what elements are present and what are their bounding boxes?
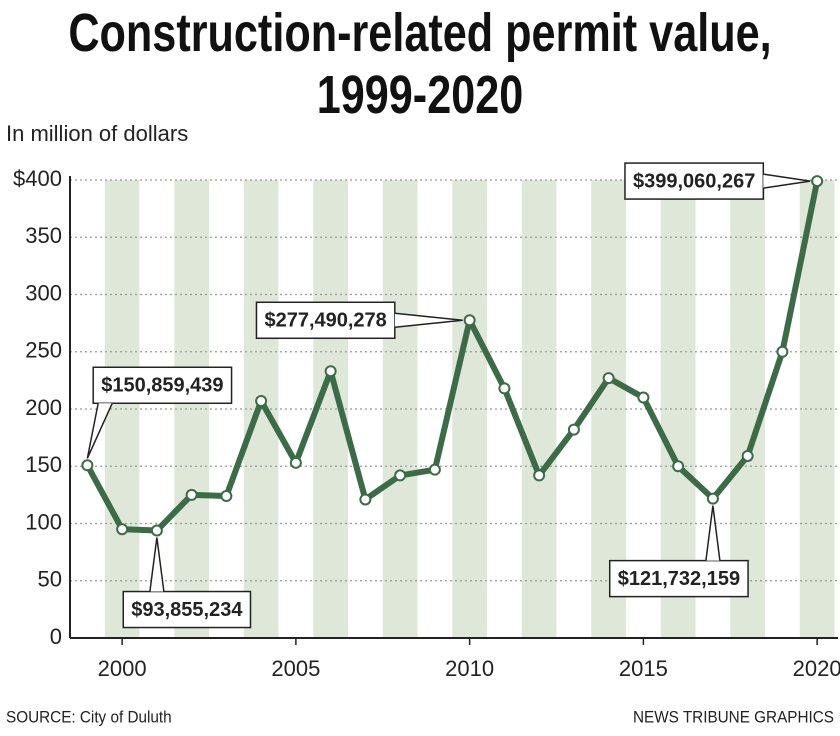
point	[811, 175, 824, 188]
point	[255, 394, 268, 407]
data-label: $277,490,278	[264, 310, 386, 332]
point	[185, 488, 198, 501]
data-label: $93,855,234	[131, 599, 243, 621]
y-tick-label: 300	[25, 280, 62, 305]
callout-box	[255, 301, 396, 340]
y-tick-label: 200	[25, 395, 62, 420]
point	[463, 314, 476, 327]
point	[81, 459, 94, 472]
callout-pointer	[149, 537, 165, 592]
point	[533, 469, 546, 482]
y-tick-label: 350	[25, 223, 62, 248]
callout-box	[624, 162, 765, 200]
callout-pointer	[394, 312, 463, 329]
point	[150, 524, 163, 537]
callout-box	[608, 559, 749, 598]
subtitle: In million of dollars	[6, 121, 188, 146]
series-line	[84, 180, 821, 534]
data-label: $399,060,267	[633, 170, 755, 192]
data-label: $121,732,159	[618, 568, 740, 590]
point	[741, 449, 754, 462]
callout-pointer	[705, 505, 721, 561]
credit: NEWS TRIBUNE GRAPHICS	[633, 708, 834, 727]
callout-pointer	[763, 173, 811, 189]
x-tick-label: 2005	[271, 656, 320, 681]
y-tick-label: 0	[50, 624, 62, 649]
callout: $121,732,159	[608, 505, 749, 598]
source: SOURCE: City of Duluth	[6, 708, 172, 727]
chart-title: Construction-related permit value, 1999-…	[68, 3, 772, 125]
point	[776, 345, 789, 358]
point	[220, 490, 233, 503]
point	[672, 460, 685, 473]
x-tick-label: 2000	[98, 656, 147, 681]
point	[567, 423, 580, 436]
callout: $277,490,278	[255, 301, 463, 340]
callout: $93,855,234	[122, 537, 252, 629]
point	[324, 365, 337, 378]
y-tick-label: 50	[38, 567, 62, 592]
y-tick-label: 100	[25, 509, 62, 534]
point	[706, 492, 719, 505]
y-tick-label: 250	[25, 338, 62, 363]
point	[359, 493, 372, 506]
callout-box	[92, 366, 233, 405]
data-label: $150,859,439	[101, 375, 223, 397]
point	[498, 382, 511, 395]
point	[116, 523, 129, 536]
callout: $399,060,267	[624, 162, 811, 200]
point	[289, 456, 302, 469]
point	[637, 391, 650, 404]
point	[394, 469, 407, 482]
x-tick-label: 2020	[793, 656, 840, 681]
x-tick-label: 2015	[619, 656, 668, 681]
point	[602, 372, 615, 385]
point	[428, 463, 441, 476]
y-tick-label: 150	[25, 452, 62, 477]
callout-pointer	[86, 402, 113, 459]
y-tick-label: $400	[13, 166, 62, 191]
callout-box	[122, 590, 252, 629]
callout: $150,859,439	[86, 366, 233, 459]
x-tick-label: 2010	[445, 656, 494, 681]
